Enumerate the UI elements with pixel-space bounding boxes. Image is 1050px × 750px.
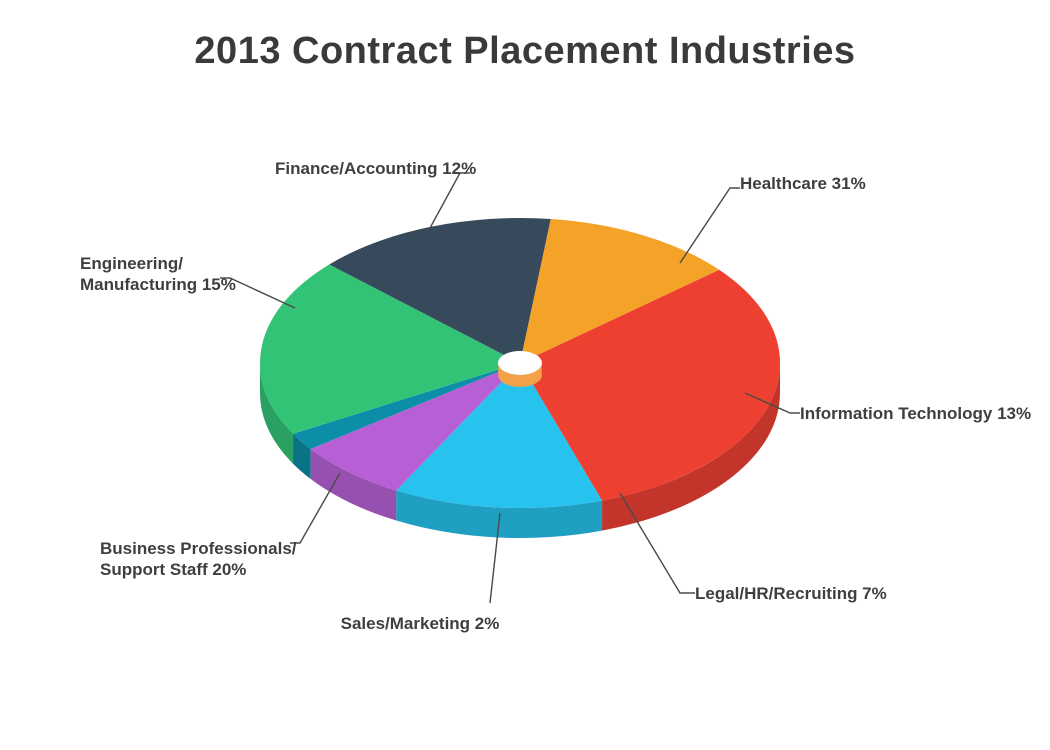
slice-label: Sales/Marketing 2% [341, 613, 500, 634]
slice-label: Legal/HR/Recruiting 7% [695, 583, 887, 604]
leader-line [680, 188, 740, 263]
slice-label: Business Professionals/ Support Staff 20… [100, 538, 297, 581]
slice-label: Healthcare 31% [740, 173, 866, 194]
pie-chart-svg [0, 73, 1050, 693]
slice-label: Information Technology 13% [800, 403, 1031, 424]
slice-label: Engineering/ Manufacturing 15% [80, 253, 236, 296]
pie-hole-top [508, 356, 532, 369]
slice-label: Finance/Accounting 12% [275, 158, 476, 179]
leader-line [430, 173, 470, 228]
page-title: 2013 Contract Placement Industries [0, 30, 1050, 73]
pie-chart-3d: Healthcare 31% Information Technology 13%… [0, 73, 1050, 693]
